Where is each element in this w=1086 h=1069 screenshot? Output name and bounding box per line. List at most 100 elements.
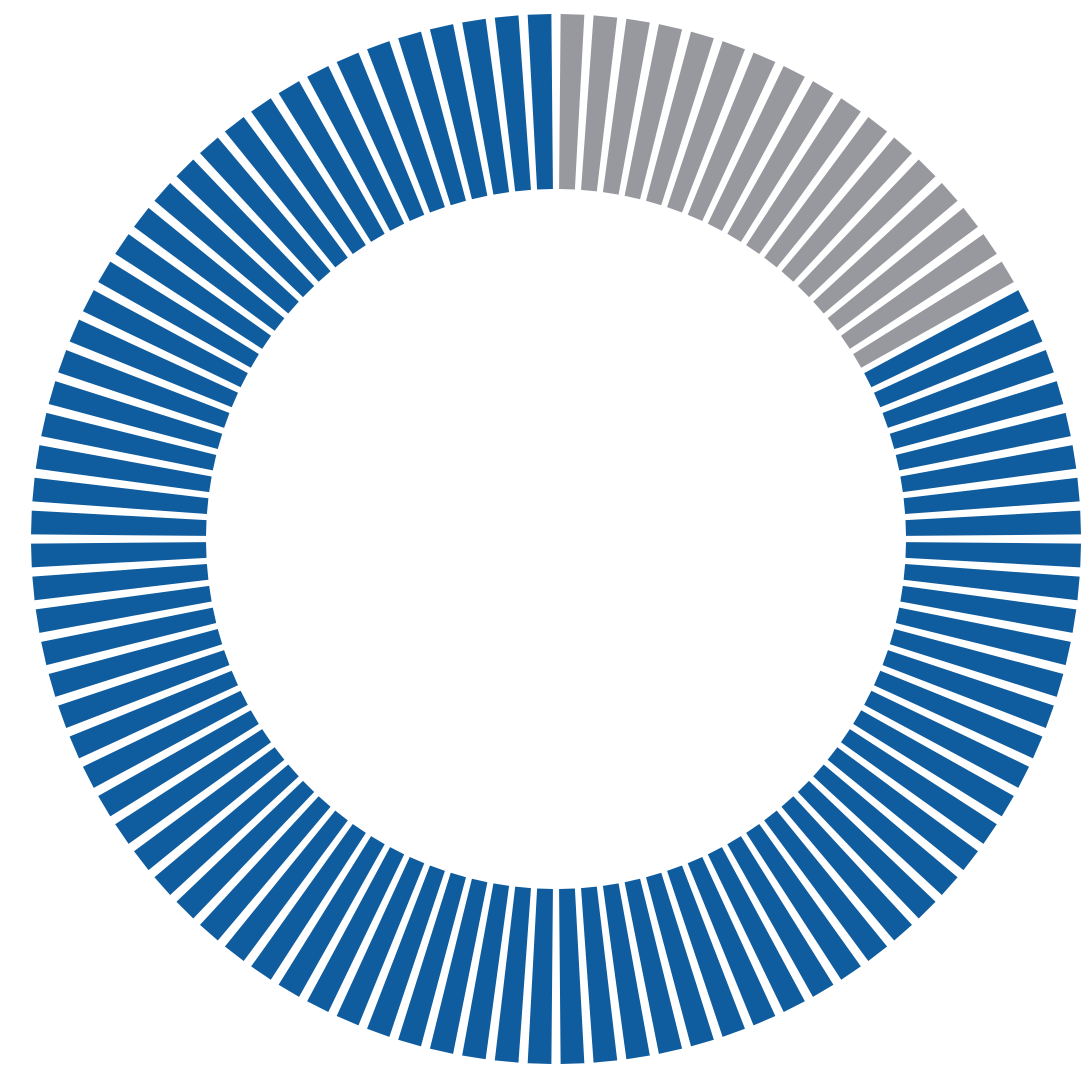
ring-segment-filled — [32, 564, 209, 601]
ring-segment-filled — [398, 872, 466, 1047]
ring-segment-filled — [251, 823, 366, 980]
ring-segment-filled — [98, 261, 259, 368]
ring-segment-filled — [813, 764, 958, 896]
ring-segment-filled — [840, 729, 997, 844]
ring-segment-filled — [903, 477, 1080, 514]
ring-segment-filled — [69, 319, 239, 408]
ring-segment-filled — [82, 690, 248, 788]
ring-segment-filled — [889, 381, 1064, 449]
ring-segment-filled — [367, 41, 445, 213]
ring-segment-filled — [853, 710, 1014, 817]
ring-segment-remaining — [840, 234, 997, 349]
ring-segment-filled — [58, 350, 230, 428]
ring-segment-filled — [278, 81, 385, 242]
ring-segment-filled — [882, 350, 1054, 428]
ring-segment-remaining — [764, 117, 888, 268]
ring-segment-filled — [903, 564, 1080, 601]
ring-segment-filled — [48, 381, 223, 449]
ring-segment-filled — [727, 836, 834, 997]
ring-segment-filled — [527, 888, 553, 1064]
ring-segment-filled — [797, 780, 936, 919]
ring-segment-filled — [646, 872, 714, 1047]
ring-segment-filled — [602, 883, 650, 1060]
ring-segment-remaining — [797, 159, 936, 298]
ring-segment-filled — [746, 823, 861, 980]
ring-segment-remaining — [667, 41, 745, 213]
ring-segment-filled — [864, 290, 1030, 388]
ring-segment-filled — [367, 865, 445, 1037]
ring-segment-filled — [58, 650, 230, 728]
ring-segment-remaining — [813, 182, 958, 314]
ring-segment-filled — [900, 585, 1077, 633]
ring-segment-filled — [134, 207, 285, 331]
ring-segment-filled — [307, 847, 405, 1013]
ring-segment-filled — [581, 886, 618, 1063]
ring-segment-filled — [336, 52, 425, 222]
ring-segment-filled — [41, 412, 217, 471]
ring-segment-filled — [429, 24, 488, 200]
ring-segment-filled — [764, 810, 888, 961]
ring-segment-filled — [176, 159, 315, 298]
ring-segment-filled — [154, 764, 299, 896]
ring-segment-filled — [864, 690, 1030, 788]
ring-segment-remaining — [602, 18, 650, 195]
ring-segment-remaining — [559, 14, 585, 190]
ring-segment-filled — [827, 747, 978, 871]
ring-segment-filled — [82, 290, 248, 388]
ring-segment-remaining — [853, 261, 1014, 368]
ring-segment-filled — [900, 445, 1077, 493]
ring-segment-filled — [559, 888, 585, 1064]
ring-segment-filled — [35, 445, 212, 493]
ring-segment-filled — [32, 477, 209, 514]
ring-segment-remaining — [687, 52, 776, 222]
ring-segment-remaining — [746, 98, 861, 255]
ring-segment-remaining — [707, 65, 805, 231]
ring-segment-filled — [336, 856, 425, 1026]
ring-segment-filled — [527, 14, 553, 190]
ring-segment-filled — [307, 65, 405, 231]
ring-segment-filled — [905, 542, 1081, 568]
ring-segment-filled — [48, 629, 223, 697]
ring-segment-remaining — [781, 137, 913, 282]
ring-segment-filled — [882, 650, 1054, 728]
ring-segment-filled — [398, 31, 466, 206]
ring-segment-filled — [278, 836, 385, 997]
ring-segment-filled — [41, 607, 217, 666]
ring-segment-filled — [35, 585, 212, 633]
ring-segment-filled — [134, 747, 285, 871]
ring-segment-filled — [873, 670, 1043, 759]
ring-segments — [31, 14, 1081, 1064]
ring-segment-filled — [494, 15, 531, 192]
ring-segment-filled — [429, 878, 488, 1054]
ring-segment-filled — [31, 542, 207, 568]
ring-segment-filled — [905, 510, 1081, 536]
ring-segment-filled — [199, 796, 331, 941]
ring-segment-filled — [98, 710, 259, 817]
ring-segment-filled — [895, 412, 1071, 471]
ring-segment-remaining — [727, 81, 834, 242]
ring-segment-remaining — [827, 207, 978, 331]
ring-segment-filled — [707, 847, 805, 1013]
ring-segment-filled — [494, 886, 531, 1063]
ring-segment-filled — [889, 629, 1064, 697]
ring-segment-filled — [69, 670, 239, 759]
ring-segment-filled — [624, 878, 683, 1054]
ring-segment-filled — [462, 883, 510, 1060]
ring-segment-filled — [199, 137, 331, 282]
ring-segment-remaining — [624, 24, 683, 200]
ring-segment-filled — [667, 865, 745, 1037]
ring-segment-filled — [462, 18, 510, 195]
ring-segment-filled — [31, 510, 207, 536]
ring-segment-filled — [781, 796, 913, 941]
ring-segment-remaining — [581, 15, 618, 192]
ring-segment-filled — [251, 98, 366, 255]
ring-segment-remaining — [646, 31, 714, 206]
ring-segment-filled — [154, 182, 299, 314]
ring-segment-filled — [687, 856, 776, 1026]
ring-segment-filled — [224, 117, 348, 268]
ring-segment-filled — [873, 319, 1043, 408]
ring-segment-filled — [895, 607, 1071, 666]
ring-segment-filled — [115, 729, 272, 844]
